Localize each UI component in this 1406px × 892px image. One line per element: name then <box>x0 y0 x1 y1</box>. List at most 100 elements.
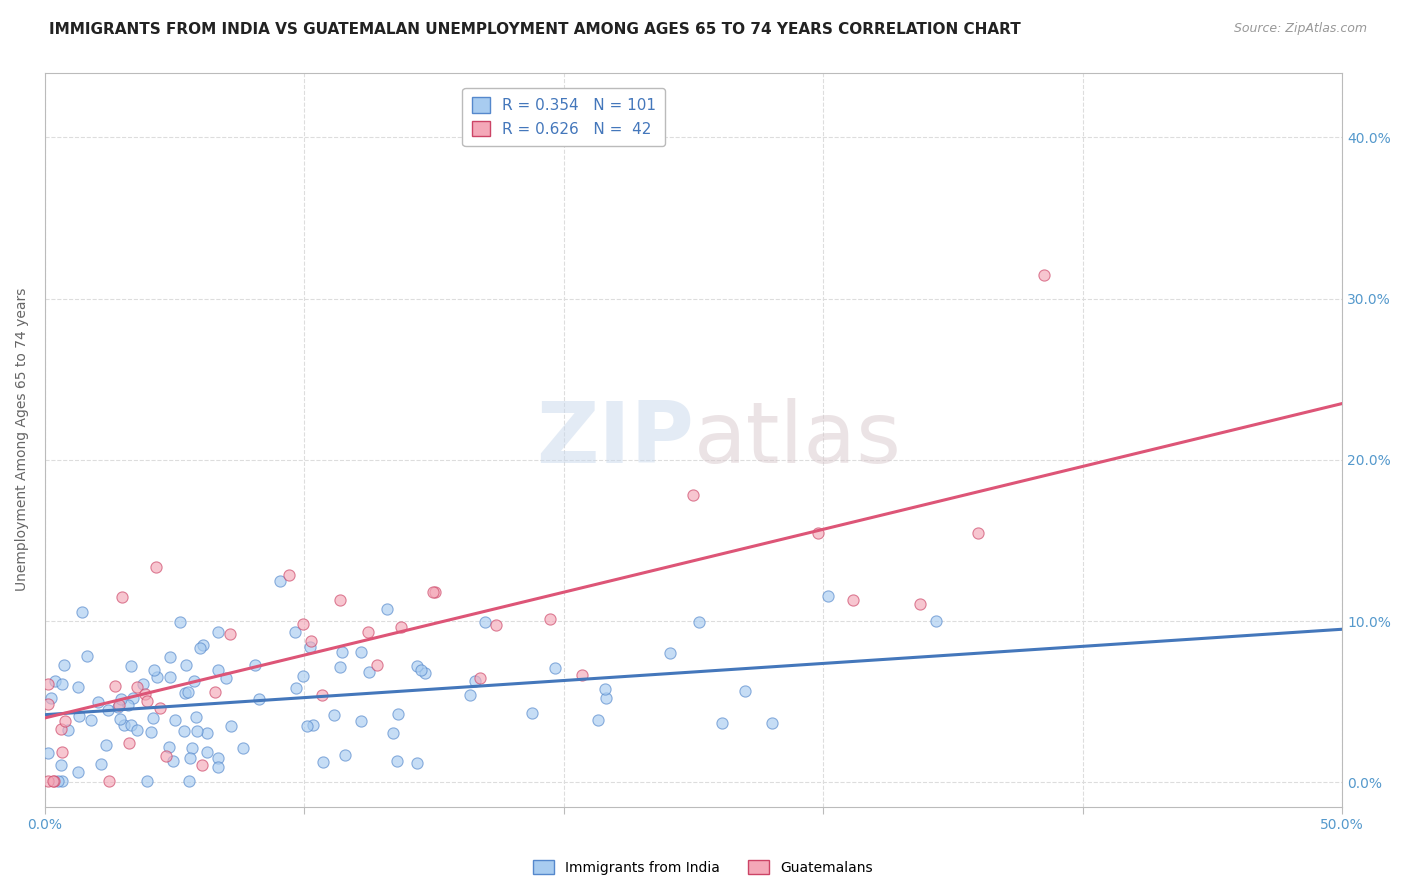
Point <box>474 615 496 629</box>
Point <box>312 755 335 769</box>
Point <box>292 669 315 683</box>
Point <box>107 700 129 714</box>
Point <box>159 650 181 665</box>
Point <box>97 773 120 788</box>
Point <box>141 725 163 739</box>
Point <box>423 585 446 599</box>
Point <box>183 673 205 688</box>
Point <box>142 663 165 677</box>
Point <box>132 677 155 691</box>
Point <box>49 722 72 736</box>
Point <box>688 615 710 629</box>
Point <box>122 691 145 706</box>
Point <box>302 717 325 731</box>
Point <box>806 526 828 541</box>
Point <box>659 646 682 660</box>
Point <box>120 718 142 732</box>
Point <box>333 748 356 763</box>
Point <box>174 658 197 673</box>
Point <box>49 758 72 772</box>
Point <box>55 714 77 729</box>
Point <box>405 659 427 673</box>
Point <box>104 679 127 693</box>
Point <box>349 714 371 728</box>
Point <box>80 714 103 728</box>
Point <box>112 717 135 731</box>
Point <box>243 658 266 673</box>
Point <box>125 680 148 694</box>
Legend: Immigrants from India, Guatemalans: Immigrants from India, Guatemalans <box>527 855 879 880</box>
Point <box>37 698 59 712</box>
Point <box>157 740 180 755</box>
Point <box>179 750 201 764</box>
Point <box>711 715 734 730</box>
Point <box>111 590 134 604</box>
Point <box>191 638 214 652</box>
Point <box>169 615 191 630</box>
Point <box>761 716 783 731</box>
Point <box>70 605 93 619</box>
Point <box>51 773 73 788</box>
Point <box>299 634 322 648</box>
Point <box>181 740 204 755</box>
Point <box>184 710 207 724</box>
Point <box>155 749 177 764</box>
Point <box>389 620 412 634</box>
Point <box>1032 268 1054 282</box>
Point <box>44 673 66 688</box>
Point <box>571 668 593 682</box>
Point <box>110 691 132 706</box>
Point <box>44 773 66 788</box>
Point <box>37 746 59 760</box>
Point <box>66 681 89 695</box>
Point <box>179 773 201 788</box>
Point <box>37 677 59 691</box>
Point <box>177 685 200 699</box>
Point <box>110 712 132 726</box>
Point <box>842 592 865 607</box>
Point <box>207 625 229 640</box>
Point <box>422 584 444 599</box>
Point <box>329 660 352 674</box>
Point <box>385 754 408 768</box>
Text: IMMIGRANTS FROM INDIA VS GUATEMALAN UNEMPLOYMENT AMONG AGES 65 TO 74 YEARS CORRE: IMMIGRANTS FROM INDIA VS GUATEMALAN UNEM… <box>49 22 1021 37</box>
Point <box>299 640 322 654</box>
Point <box>468 671 491 685</box>
Point <box>232 740 254 755</box>
Point <box>350 645 373 659</box>
Point <box>366 658 388 673</box>
Point <box>190 758 212 772</box>
Point <box>297 719 319 733</box>
Point <box>39 690 62 705</box>
Point <box>163 713 186 727</box>
Point <box>277 567 299 582</box>
Point <box>195 726 218 740</box>
Point <box>284 624 307 639</box>
Point <box>214 671 236 685</box>
Point <box>330 645 353 659</box>
Point <box>97 703 120 717</box>
Point <box>186 724 208 739</box>
Text: Source: ZipAtlas.com: Source: ZipAtlas.com <box>1233 22 1367 36</box>
Point <box>51 745 73 759</box>
Point <box>357 625 380 640</box>
Point <box>375 602 398 616</box>
Point <box>464 673 486 688</box>
Point <box>67 764 90 779</box>
Point <box>145 559 167 574</box>
Point <box>207 751 229 765</box>
Point <box>682 488 704 502</box>
Point <box>544 660 567 674</box>
Point <box>94 738 117 752</box>
Point <box>925 615 948 629</box>
Point <box>118 735 141 749</box>
Point <box>485 617 508 632</box>
Point <box>42 773 65 788</box>
Point <box>285 681 308 695</box>
Text: ZIP: ZIP <box>536 399 693 482</box>
Point <box>593 682 616 697</box>
Point <box>90 756 112 771</box>
Point <box>406 756 429 770</box>
Point <box>159 670 181 684</box>
Point <box>204 685 226 699</box>
